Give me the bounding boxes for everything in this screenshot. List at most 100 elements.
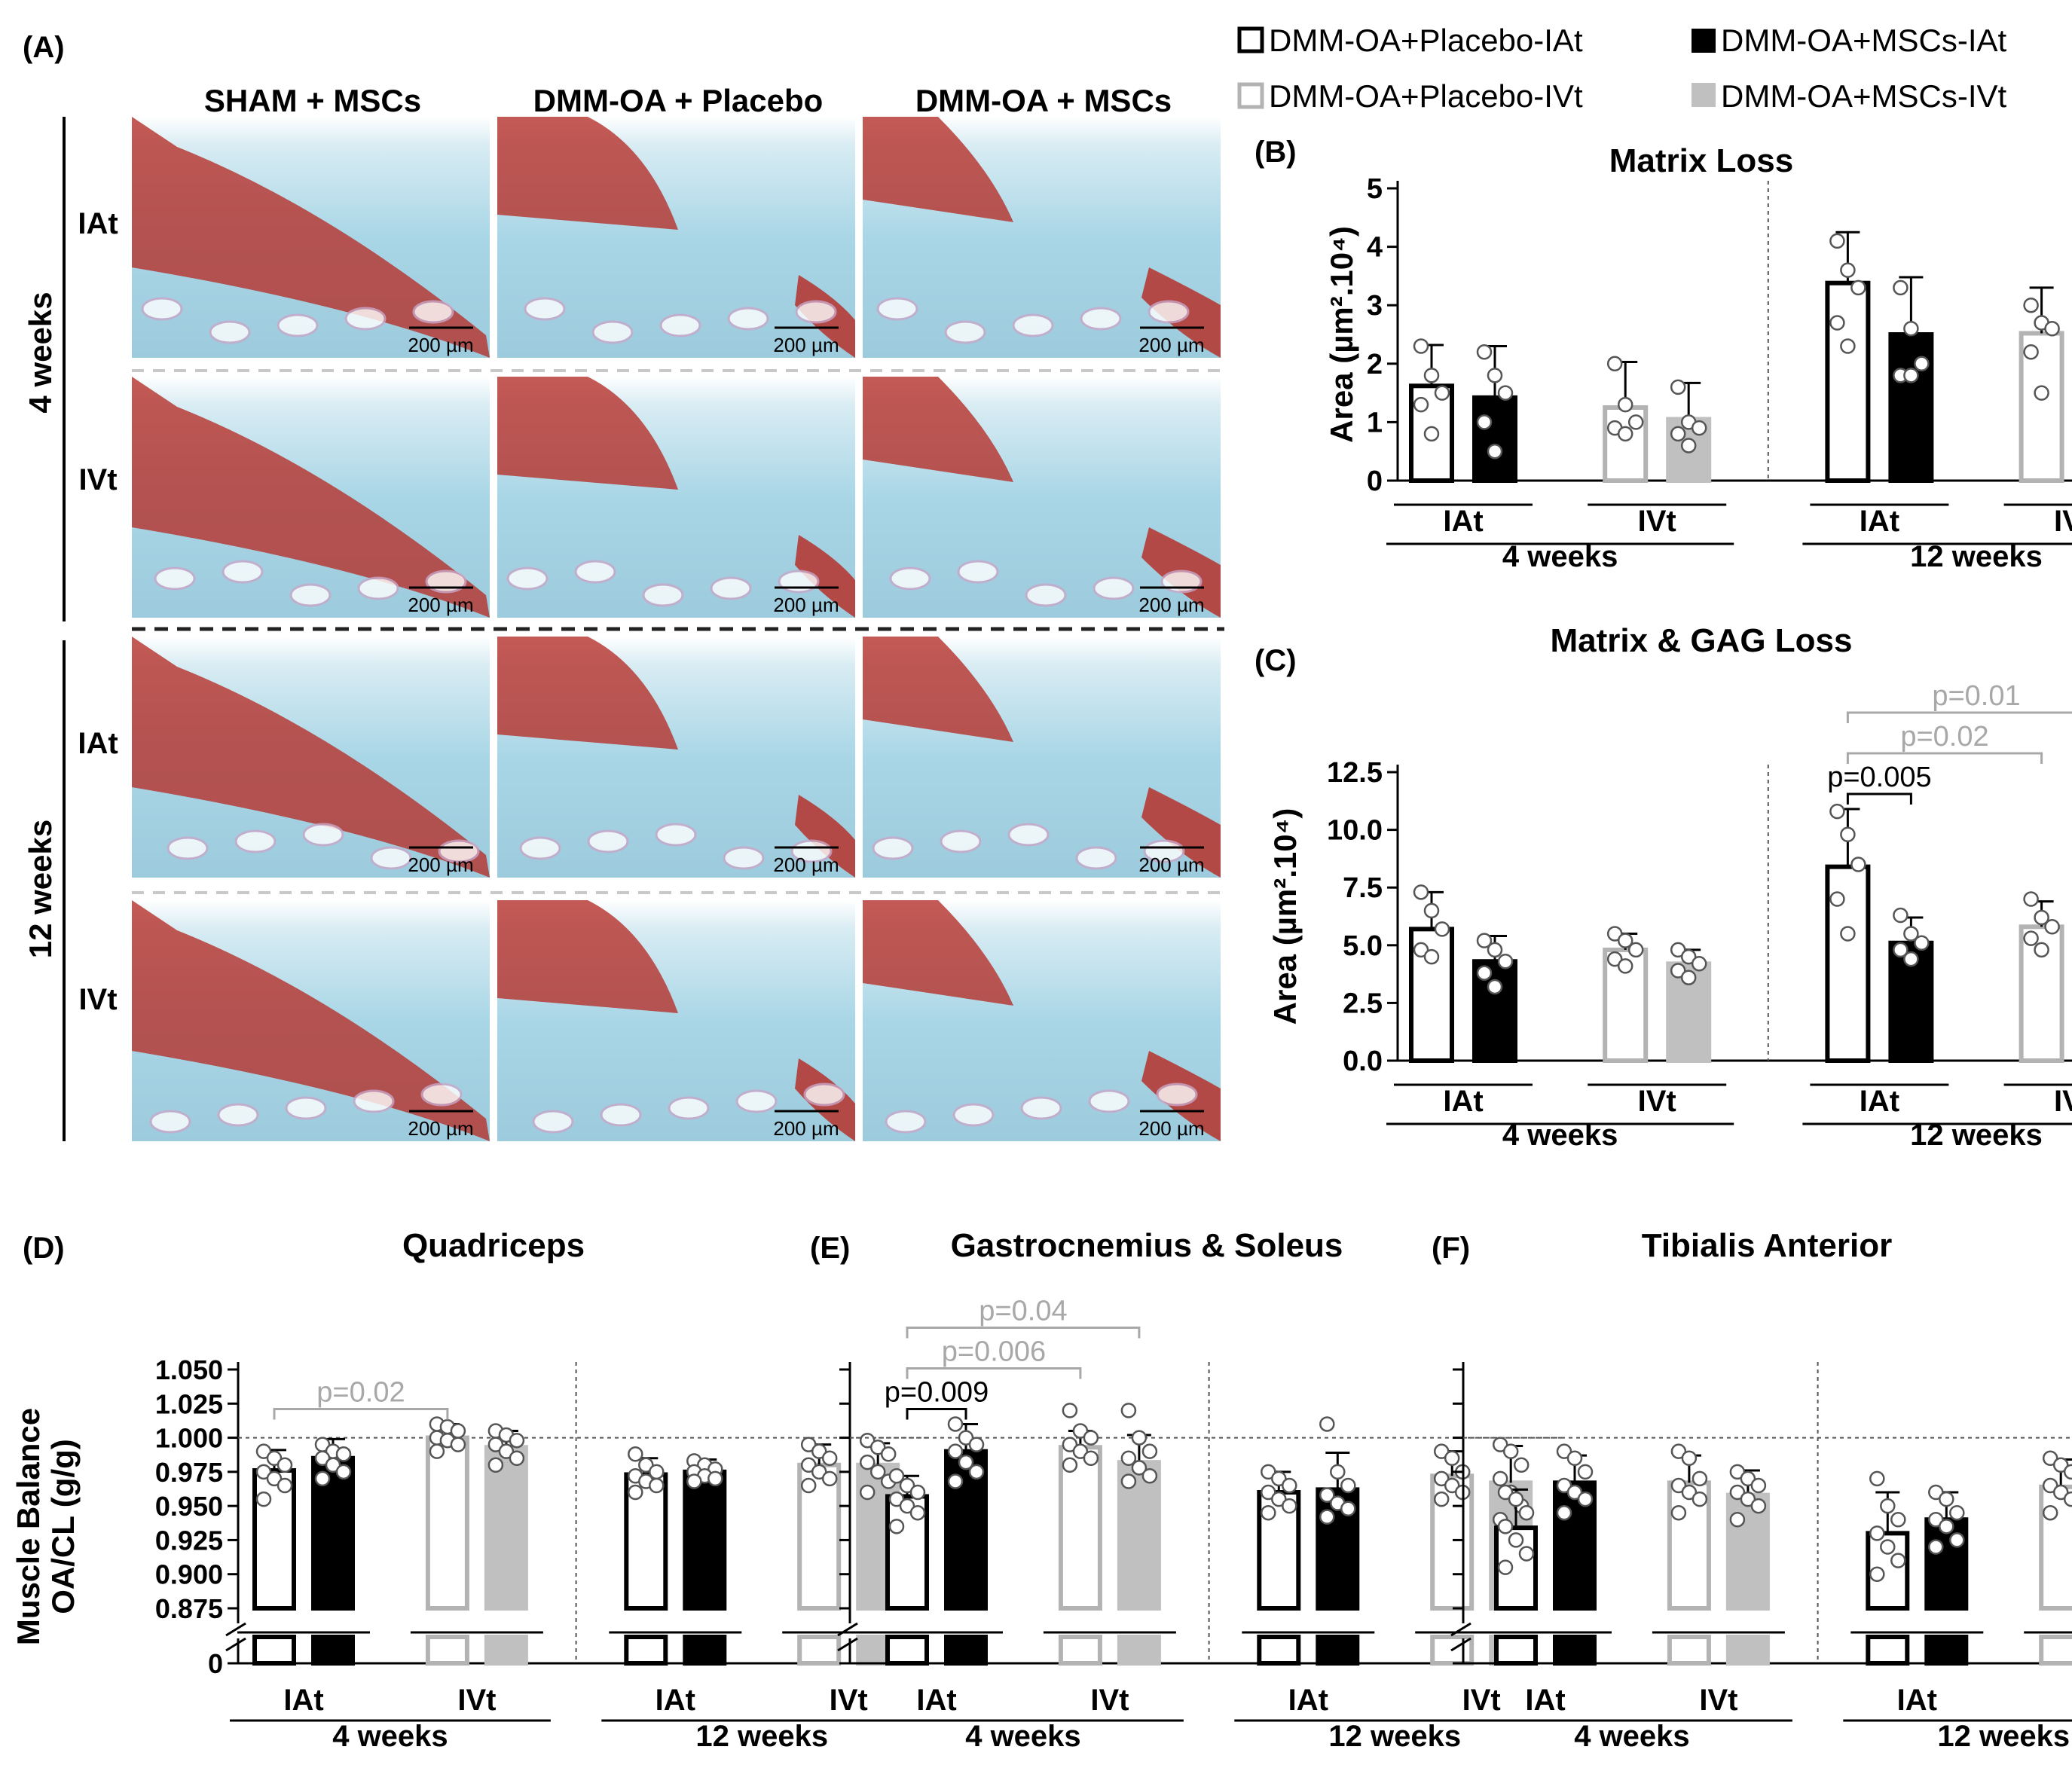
histology-image: 200 µm xyxy=(863,637,1221,878)
data-point xyxy=(2023,297,2039,313)
data-point xyxy=(859,1454,876,1470)
data-point xyxy=(1340,1477,1356,1494)
data-point xyxy=(1433,1443,1450,1459)
axis-break-mark xyxy=(225,1622,246,1637)
histology-image: 200 µm xyxy=(132,117,490,358)
timepoint-label: 12 weeks xyxy=(1328,1720,1461,1753)
bar-stub xyxy=(885,1635,929,1666)
bone-cavity xyxy=(1160,569,1203,594)
data-point xyxy=(1261,1464,1276,1480)
legend-swatch-placebo-ivt xyxy=(1237,82,1264,109)
data-point xyxy=(277,1477,293,1494)
data-point xyxy=(1444,1450,1460,1466)
bar-stub xyxy=(1117,1635,1161,1666)
data-point xyxy=(880,1446,897,1462)
legend-label-placebo-ivt: DMM-OA+Placebo-IVt xyxy=(1269,78,1583,114)
bone-cavity xyxy=(1093,576,1135,600)
bone-cavity xyxy=(876,297,918,321)
significance-label: p=0.006 xyxy=(942,1336,1046,1367)
data-point xyxy=(638,1457,654,1473)
bone-cavity xyxy=(217,1103,259,1127)
bone-cavity xyxy=(735,1089,778,1113)
data-point xyxy=(487,1457,504,1473)
data-point xyxy=(1692,1470,1708,1487)
data-point xyxy=(811,1443,827,1459)
data-point xyxy=(628,1484,643,1501)
bone-cavity xyxy=(659,313,701,337)
data-point xyxy=(255,1464,272,1480)
chart-c: 0.0 2.5 5.0 7.5 10.0 12.5 IAt IVt IAt IVt 4 weeks 1… xyxy=(1267,680,2072,1152)
axis-break-mark xyxy=(837,1637,858,1652)
data-point xyxy=(1518,1546,1535,1562)
bar-stub xyxy=(1725,1635,1770,1666)
bone-cavity xyxy=(803,1082,845,1107)
scale-bar-label: 200 µm xyxy=(408,334,473,356)
group-label: IVt xyxy=(2054,1085,2072,1118)
y-tick-label: 0.925 xyxy=(155,1525,223,1556)
data-point xyxy=(2023,930,2039,946)
data-point xyxy=(2034,385,2049,401)
row-label-iat-12w: IAt xyxy=(78,727,118,760)
bar-stub xyxy=(944,1635,988,1666)
bone-cavity xyxy=(1007,823,1050,847)
data-point xyxy=(1413,884,1429,900)
y-axis-label-line: OA/CL (g/g) xyxy=(45,1439,81,1614)
bar-stub xyxy=(1866,1635,1910,1666)
data-point xyxy=(958,1454,974,1470)
bone-cavity xyxy=(952,1103,995,1127)
safranin-stain-region xyxy=(863,117,1013,222)
data-point xyxy=(947,1473,964,1489)
data-point xyxy=(1928,1539,1944,1555)
data-point xyxy=(1566,1484,1583,1501)
data-point xyxy=(1670,942,1686,958)
data-point xyxy=(1487,443,1503,460)
group-label: IVt xyxy=(2071,1684,2072,1717)
data-point xyxy=(1829,315,1845,331)
data-point xyxy=(707,1470,723,1487)
data-point xyxy=(1880,1498,1896,1514)
significance-bracket xyxy=(1846,711,2072,724)
data-point xyxy=(1476,933,1493,948)
data-point xyxy=(2023,344,2039,360)
data-point xyxy=(1282,1477,1297,1494)
y-tick-label: 1 xyxy=(1367,407,1383,438)
data-point xyxy=(1413,338,1429,354)
bar-stub xyxy=(252,1635,296,1666)
data-point xyxy=(1740,1470,1756,1487)
significance-label: p=0.01 xyxy=(1932,680,2020,712)
scale-bar-label: 200 µm xyxy=(773,853,839,876)
bone-cavity xyxy=(655,823,697,847)
bone-cavity xyxy=(167,836,209,860)
data-point xyxy=(1890,1553,1906,1568)
panel-label-e: (E) xyxy=(810,1232,850,1265)
safranin-stain-region xyxy=(132,377,490,618)
data-point xyxy=(429,1443,445,1459)
data-point xyxy=(1903,951,1919,967)
significance-bracket xyxy=(906,1366,1082,1379)
data-point xyxy=(1413,396,1429,413)
bone-cavity xyxy=(723,846,765,870)
data-point xyxy=(1434,385,1450,401)
histology-image: 200 µm xyxy=(497,900,855,1141)
group-label: IAt xyxy=(1288,1684,1328,1717)
bar-stub xyxy=(624,1635,668,1666)
column-header-mscs: DMM-OA + MSCs xyxy=(915,83,1172,118)
data-point xyxy=(314,1470,331,1487)
data-point xyxy=(1850,279,1866,296)
scale-bar-label: 200 µm xyxy=(408,594,473,616)
data-point xyxy=(1476,414,1493,430)
bar-stub xyxy=(1257,1635,1301,1666)
legend: DMM-OA+Placebo-IAt DMM-OA+MSCs-IAt DMM-O… xyxy=(1237,23,2007,114)
data-point xyxy=(1928,1484,1944,1501)
data-point xyxy=(1476,965,1493,981)
data-point xyxy=(509,1432,525,1449)
bar xyxy=(1888,332,1934,483)
timepoint-label: 12 weeks xyxy=(1910,540,2043,573)
data-point xyxy=(1423,426,1440,442)
histology-image: 200 µm xyxy=(132,637,490,878)
panel-label-f: (F) xyxy=(1432,1232,1470,1265)
histology-image: 200 µm xyxy=(497,377,855,618)
column-header-placebo: DMM-OA + Placebo xyxy=(533,83,824,118)
histology-image: 200 µm xyxy=(132,900,490,1141)
